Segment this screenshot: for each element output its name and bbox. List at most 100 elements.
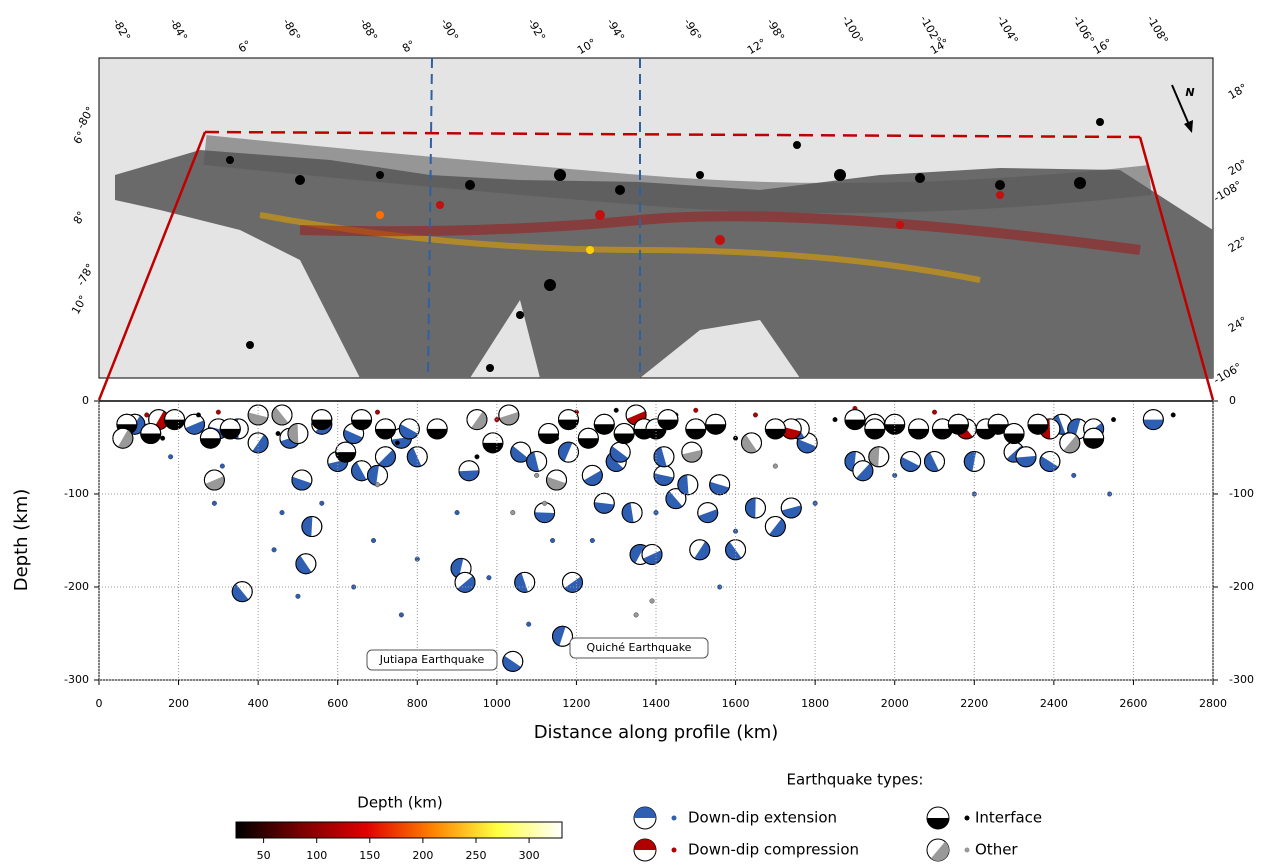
mechanism-quadrant — [301, 516, 312, 536]
colorbar-tick-label: 250 — [465, 849, 486, 862]
mechanism-quadrant — [765, 429, 785, 439]
mechanism-group — [1016, 447, 1037, 468]
legend-dot — [672, 816, 677, 821]
mechanism-group — [200, 428, 220, 448]
colorbar-tick-label: 150 — [359, 849, 380, 862]
x-tick-label: 2600 — [1119, 697, 1147, 710]
event-dot — [320, 501, 325, 506]
map-lon-label: -90° — [438, 16, 461, 43]
map-lon-label: -108° — [1144, 13, 1170, 46]
mechanism-quadrant — [614, 434, 634, 444]
map-right-label: 18° — [1226, 81, 1249, 102]
y-tick-label: -100 — [1229, 487, 1254, 500]
mechanism-group — [499, 651, 523, 675]
mechanism-quadrant — [932, 429, 952, 439]
mechanism-group — [642, 544, 665, 567]
event-dot — [550, 538, 555, 543]
y-axis-label: Depth (km) — [11, 489, 32, 592]
map-lon-label: -88° — [357, 16, 380, 43]
mechanism-group — [845, 410, 865, 430]
mechanism-quadrant — [865, 429, 885, 439]
colorbar — [236, 822, 562, 838]
mechanism-group — [963, 450, 985, 472]
map-lon-label: -92° — [525, 16, 548, 43]
map-left-label: 10° — [69, 293, 90, 316]
event-dot — [932, 410, 937, 415]
mechanism-quadrant — [459, 470, 479, 481]
mechanism-group — [865, 419, 885, 439]
mechanism-group — [558, 410, 578, 430]
x-tick-label: 1400 — [642, 697, 670, 710]
mechanism-group — [921, 451, 944, 474]
x-axis-label: Distance along profile (km) — [534, 722, 779, 743]
x-tick-label: 2000 — [881, 697, 909, 710]
event-dot — [773, 464, 778, 469]
event-dot — [399, 613, 404, 618]
mechanism-group — [375, 419, 395, 439]
x-tick-label: 1600 — [722, 697, 750, 710]
event-dot — [144, 413, 149, 418]
event-dot — [351, 585, 356, 590]
event-dot — [693, 408, 698, 413]
legend-item: Down-dip extension — [634, 807, 837, 829]
event-dot — [650, 599, 655, 604]
mechanism-quadrant — [909, 429, 929, 439]
mechanism-group — [1084, 428, 1104, 448]
mechanism-group — [1143, 410, 1163, 430]
map-lon-label: -84° — [167, 16, 190, 43]
legend-dot — [965, 848, 970, 853]
mechanism-group — [268, 405, 292, 429]
mechanism-group — [594, 414, 614, 434]
event-dot — [216, 410, 221, 415]
mechanism-quadrant — [1143, 420, 1163, 430]
mechanism-group — [690, 540, 714, 564]
mechanism-group — [652, 447, 674, 469]
y-tick-label: -300 — [1229, 673, 1254, 686]
mechanism-group — [289, 470, 312, 493]
mechanism-group — [204, 470, 227, 493]
mechanism-quadrant — [706, 424, 726, 434]
legend-label: Down-dip extension — [688, 809, 837, 827]
x-tick-label: 2200 — [960, 697, 988, 710]
event-dot — [487, 575, 492, 580]
annotation: Jutiapa Earthquake — [379, 653, 485, 666]
event-dot — [168, 455, 173, 460]
mechanism-group — [868, 446, 889, 467]
colorbar-tick-label: 50 — [257, 849, 271, 862]
event-dot — [280, 510, 285, 515]
event-dot — [733, 436, 738, 441]
mechanism-group — [141, 424, 161, 444]
map-left-label: 6° — [71, 129, 89, 146]
y-tick-label: 0 — [82, 394, 89, 407]
event-dot — [220, 464, 225, 469]
event-dot — [753, 413, 758, 418]
map-right-label: 22° — [1226, 234, 1249, 255]
map-right-label: -106° — [1211, 360, 1244, 386]
mechanism-group — [682, 442, 704, 464]
page: {"chart_data": { "type": "scatter", "x_l… — [0, 0, 1263, 865]
map-left-label: 8° — [71, 209, 89, 226]
mechanism-quadrant — [1016, 456, 1037, 468]
mechanism-group — [404, 447, 427, 470]
mechanism-group — [578, 428, 598, 448]
colorbar-tick-label: 200 — [412, 849, 433, 862]
event-dot — [395, 441, 400, 446]
map-lon-label: -100° — [839, 13, 865, 46]
map-lon-label: -82° — [110, 16, 133, 43]
mechanism-group — [738, 433, 762, 457]
mechanism-quadrant — [1004, 434, 1024, 444]
mechanism-quadrant — [745, 498, 755, 518]
mechanism-group — [1004, 424, 1024, 444]
mechanism-group — [455, 572, 479, 596]
x-tick-label: 200 — [168, 697, 189, 710]
map-lat-label: 10° — [575, 36, 598, 57]
mechanism-group — [336, 442, 356, 462]
mechanism-group — [621, 503, 642, 524]
mechanism-group — [1028, 414, 1048, 434]
mechanism-quadrant — [1084, 438, 1104, 448]
mechanism-group — [706, 414, 726, 434]
mechanism-group — [909, 419, 929, 439]
x-tick-label: 1200 — [562, 697, 590, 710]
mechanism-group — [562, 572, 586, 596]
mechanism-group — [550, 624, 573, 647]
